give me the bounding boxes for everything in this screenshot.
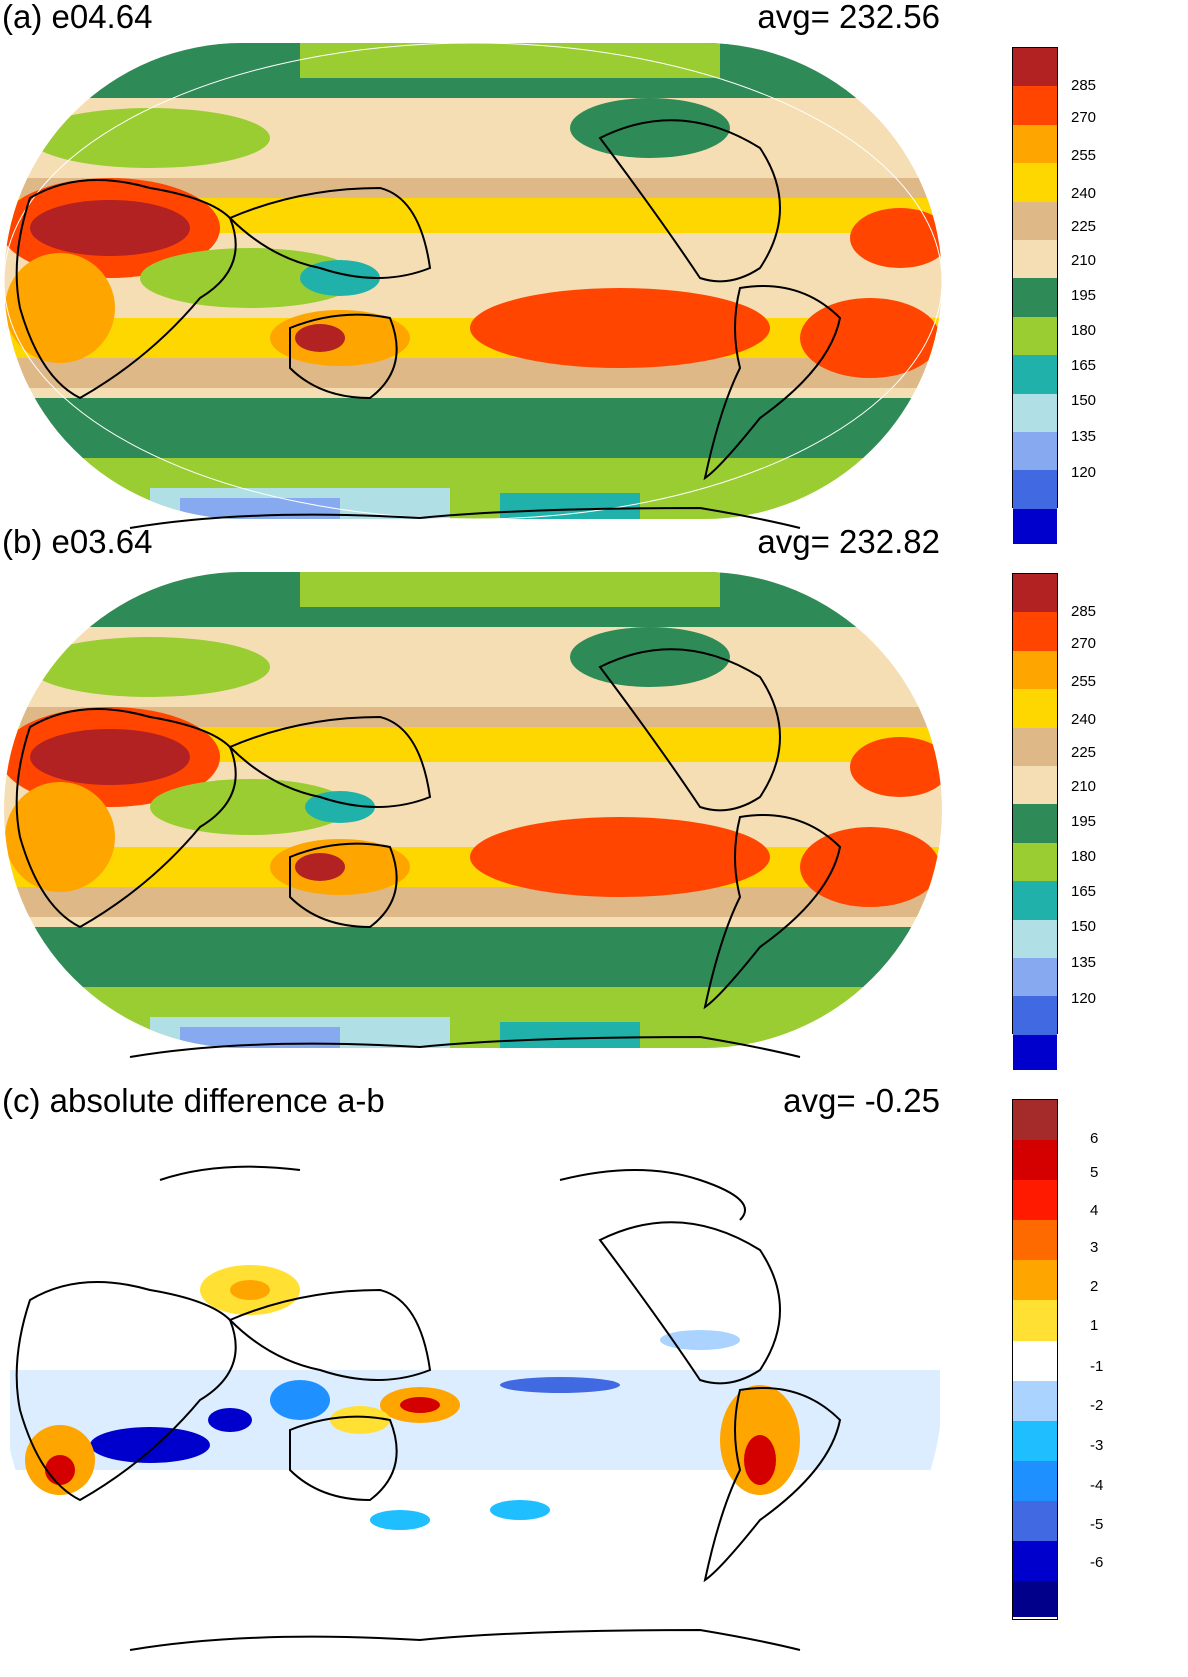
panel-b-tick: 180 <box>1071 848 1097 865</box>
panel-a-tick: 120 <box>1071 464 1097 481</box>
panel-b-tick: 135 <box>1071 954 1097 971</box>
panel-c-tick: 6 <box>1090 1130 1099 1147</box>
panel-b-tick: 195 <box>1071 813 1097 830</box>
panel-a-tick: 285 <box>1071 77 1097 94</box>
panel-c-tick: 3 <box>1090 1239 1099 1256</box>
panel-c-tick: 2 <box>1090 1278 1099 1295</box>
panel-a-tick: 195 <box>1071 287 1097 304</box>
panel-a-tick: 165 <box>1071 357 1097 374</box>
panel-b-average: avg= 232.82 <box>757 523 940 560</box>
panel-a-average: avg= 232.56 <box>757 0 940 35</box>
panel-b-tick: 240 <box>1071 711 1097 728</box>
panel-c-tick: -1 <box>1090 1358 1104 1375</box>
panel-c-tick: 1 <box>1090 1317 1099 1334</box>
panel-b-tick: 270 <box>1071 635 1097 652</box>
panel-c-colorbar <box>1012 1099 1058 1620</box>
panel-c-tick: -6 <box>1090 1554 1104 1571</box>
panel-a-tick: 210 <box>1071 252 1097 269</box>
panel-a-title: (a) e04.64 <box>2 0 153 35</box>
panel-b-tick: 210 <box>1071 778 1097 795</box>
panel-b-map <box>4 572 942 1058</box>
panel-c-average: avg= -0.25 <box>783 1082 940 1119</box>
panel-a-tick: 180 <box>1071 322 1097 339</box>
panel-c-map <box>4 1145 942 1651</box>
panel-b-tick: 150 <box>1071 918 1097 935</box>
panel-c-tick: -4 <box>1090 1477 1104 1494</box>
panel-a: (a) e04.64 avg= 232.56 <box>0 0 1188 544</box>
panel-a-tick: 225 <box>1071 218 1097 235</box>
panel-c-tick: -2 <box>1090 1397 1104 1414</box>
panel-a-tick: 240 <box>1071 185 1097 202</box>
panel-a-tick: 270 <box>1071 109 1097 126</box>
panel-a-map <box>3 42 943 529</box>
panel-c-tick: -3 <box>1090 1437 1104 1454</box>
panel-c: (c) absolute difference a-b avg= -0.25 <box>0 1050 1188 1677</box>
panel-c-title: (c) absolute difference a-b <box>2 1082 385 1119</box>
panel-c-tick: 4 <box>1090 1202 1099 1219</box>
panel-b: (b) e03.64 avg= 232.82 <box>0 523 1188 1070</box>
panel-b-colorbar <box>1012 573 1058 1070</box>
panel-a-tick: 255 <box>1071 147 1097 164</box>
panel-c-tick: 5 <box>1090 1164 1099 1181</box>
panel-b-tick: 120 <box>1071 990 1097 1007</box>
panel-b-tick: 165 <box>1071 883 1097 900</box>
panel-b-title: (b) e03.64 <box>2 523 153 560</box>
panel-a-colorbar <box>1012 47 1058 544</box>
panel-b-tick: 285 <box>1071 603 1097 620</box>
panel-a-tick: 135 <box>1071 428 1097 445</box>
panel-b-tick: 255 <box>1071 673 1097 690</box>
panel-a-tick: 150 <box>1071 392 1097 409</box>
panel-b-tick: 225 <box>1071 744 1097 761</box>
panel-c-tick: -5 <box>1090 1516 1104 1533</box>
